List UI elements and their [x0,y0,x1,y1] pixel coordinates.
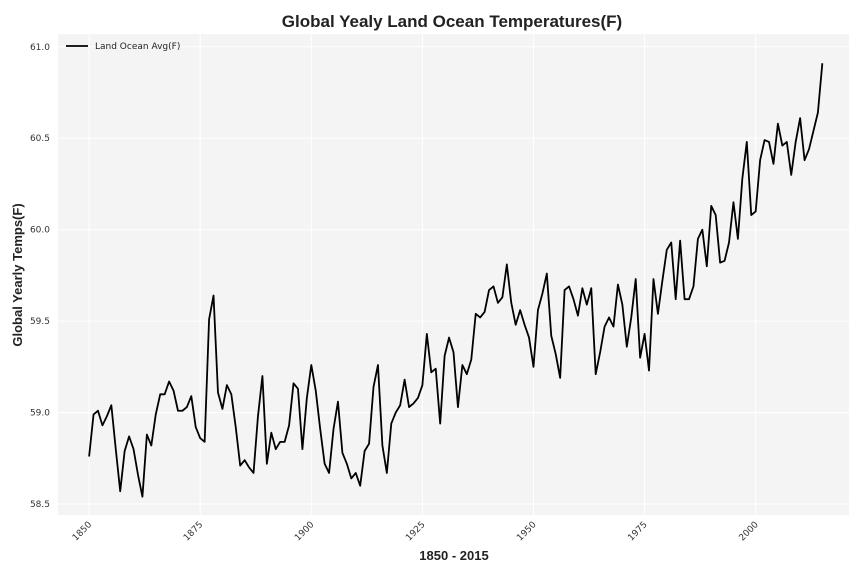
x-axis-label: 1850 - 2015 [419,548,488,563]
x-tick-label: 1950 [515,520,538,543]
legend-label: Land Ocean Avg(F) [95,42,180,52]
series-line-land-ocean-avg [88,63,824,498]
x-tick-label: 1900 [293,520,316,543]
y-tick-label: 60.5 [30,134,50,144]
x-tick-label: 1875 [182,520,205,543]
x-tick-label: 1850 [71,520,94,543]
y-tick-label: 58.5 [30,500,50,510]
y-tick-label: 59.0 [30,409,50,419]
legend: Land Ocean Avg(F) [66,42,180,52]
grid-lines [58,34,849,515]
y-axis-label: Global Yearly Temps(F) [10,203,25,346]
x-tick-labels: 1850 1875 1900 1925 1950 1975 2000 [71,520,761,543]
y-tick-label: 61.0 [30,43,50,53]
y-tick-label: 59.5 [30,317,50,327]
x-tick-label: 1925 [404,520,427,543]
x-tick-label: 2000 [738,520,761,543]
plot-background [58,34,849,515]
y-tick-label: 60.0 [30,226,50,236]
chart-title: Global Yealy Land Ocean Temperatures(F) [282,12,622,31]
x-tick-label: 1975 [626,520,649,543]
y-tick-labels: 58.5 59.0 59.5 60.0 60.5 61.0 [30,43,50,510]
